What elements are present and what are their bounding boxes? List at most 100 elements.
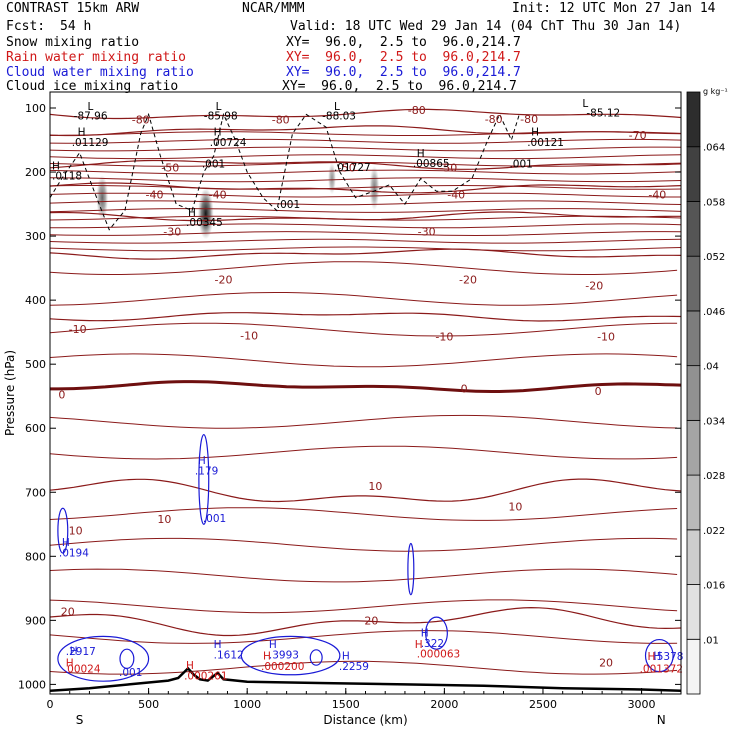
extremum-label: .00724 (210, 137, 247, 149)
isotherm-label: -20 (585, 279, 603, 292)
colorbar-tick-label: .052 (703, 252, 725, 263)
x-tick-label: 2500 (529, 698, 557, 711)
isotherm-label: -50 (161, 162, 179, 175)
isotherm-line (50, 630, 678, 644)
extremum-label: H (417, 148, 425, 160)
extremum-label: .0118 (52, 170, 82, 182)
cloud-water-contour (644, 638, 674, 673)
extremum-label: H (66, 658, 74, 670)
isotherm-line (50, 380, 681, 393)
isotherm-label: -50 (439, 162, 457, 175)
extremum-label: H (415, 639, 423, 651)
x-tick-label: 1000 (233, 698, 261, 711)
extremum-label: .1612 (214, 649, 244, 661)
isotherm-line (50, 231, 681, 237)
isotherm-line (50, 192, 681, 198)
extremum-label: H (214, 127, 222, 139)
isotherm-line (50, 322, 678, 337)
x-tick-label: 500 (138, 698, 159, 711)
extremum-label: -87.96 (74, 111, 108, 123)
isotherm-line (50, 238, 681, 244)
extremum-label: .179 (195, 465, 218, 477)
isotherm-line (50, 292, 678, 306)
extremum-label: L (334, 101, 340, 113)
isotherm-line (50, 606, 681, 637)
extremum-label: H (62, 537, 70, 549)
extremum-label: H (421, 628, 429, 640)
field-name-rain: Rain water mixing ratio (6, 50, 187, 65)
extremum-label: H (269, 639, 277, 651)
isotherm-line (50, 507, 678, 521)
isotherm-label: 10 (157, 513, 171, 526)
isotherm-line (50, 215, 681, 221)
field-xy-cloud-water: XY= 96.0, 2.5 to 96.0,214.7 (286, 65, 521, 80)
extremum-label: .001 (203, 513, 226, 525)
isotherm-label: -10 (435, 331, 453, 344)
isotherm-label: -80 (272, 114, 290, 127)
extremum-label: .0194 (59, 547, 89, 559)
isotherm-label: -50 (338, 162, 356, 175)
snow-shade-mark (197, 188, 214, 240)
extremum-label: .000261 (184, 670, 227, 682)
valid-time: Valid: 18 UTC Wed 29 Jan 14 (04 ChT Thu … (290, 19, 682, 34)
colorbar-tick-label: .034 (703, 416, 725, 427)
isotherm-line (50, 660, 678, 675)
extremum-label: .3993 (269, 649, 299, 661)
isotherm-label: -70 (629, 129, 647, 142)
extremum-label: -88.03 (322, 111, 356, 123)
field-name-snow: Snow mixing ratio (6, 35, 140, 50)
x-tick-label: 0 (47, 698, 54, 711)
isotherm-label: -40 (146, 188, 164, 201)
isotherm-line (50, 223, 681, 229)
y-tick-label: 900 (25, 614, 46, 627)
colorbar-segment (686, 146, 701, 202)
extremum-label: -85.12 (586, 107, 620, 119)
colorbar-segment (686, 310, 701, 367)
isotherm-line (50, 125, 681, 137)
extremum-label: .2259 (339, 661, 369, 673)
isotherm-label: -20 (459, 274, 477, 287)
isotherm-line (50, 169, 681, 175)
extremum-label: .001 (277, 199, 300, 211)
extremum-label: .001372 (640, 663, 683, 675)
isotherm-line (50, 599, 678, 614)
snow-shade-mark (328, 162, 336, 195)
colorbar-tick-label: .04 (703, 362, 719, 373)
field-xy-rain: XY= 96.0, 2.5 to 96.0,214.7 (286, 50, 521, 65)
isotherm-label: 0 (58, 388, 65, 401)
cloud-water-contour (425, 616, 448, 650)
extremum-label: .01727 (334, 162, 371, 174)
forecast-label: Fcst: (6, 19, 46, 34)
extremum-label: -85.98 (204, 111, 238, 123)
isotherm-label: -80 (520, 113, 538, 126)
extremum-label: H (214, 639, 222, 651)
isotherm-label: -20 (215, 274, 233, 287)
extremum-label: L (582, 98, 588, 110)
colorbar-segment (686, 255, 701, 312)
init-time: Init: 12 UTC Mon 27 Jan 14 (512, 1, 716, 16)
x-tick-label: 1500 (332, 698, 360, 711)
isotherm-line (50, 154, 681, 160)
y-tick-label: 500 (25, 358, 46, 371)
colorbar-unit: g kg⁻¹ (703, 87, 728, 96)
colorbar-segment (686, 638, 701, 695)
model-title: CONTRAST 15km ARW (6, 1, 140, 16)
y-tick-label: 100 (25, 102, 46, 115)
isotherm-label: 20 (599, 657, 613, 670)
isotherm-label: -40 (209, 188, 227, 201)
snow-shade-mark (369, 165, 380, 211)
y-tick-label: 700 (25, 486, 46, 499)
y-tick-label: 300 (25, 230, 46, 243)
colorbar-segment (686, 365, 701, 421)
isotherm-label: -80 (408, 104, 426, 117)
extremum-label: .00024 (64, 663, 101, 675)
extremum-label: H (188, 207, 196, 219)
isotherm-line (50, 131, 681, 136)
isotherm-label: 10 (69, 525, 83, 538)
extremum-label: .5378 (653, 651, 683, 663)
extremum-label: H (52, 161, 60, 173)
isotherm-line (50, 200, 681, 206)
extremum-label: .000200 (261, 661, 304, 673)
endpoint-left-label: S (76, 713, 84, 727)
